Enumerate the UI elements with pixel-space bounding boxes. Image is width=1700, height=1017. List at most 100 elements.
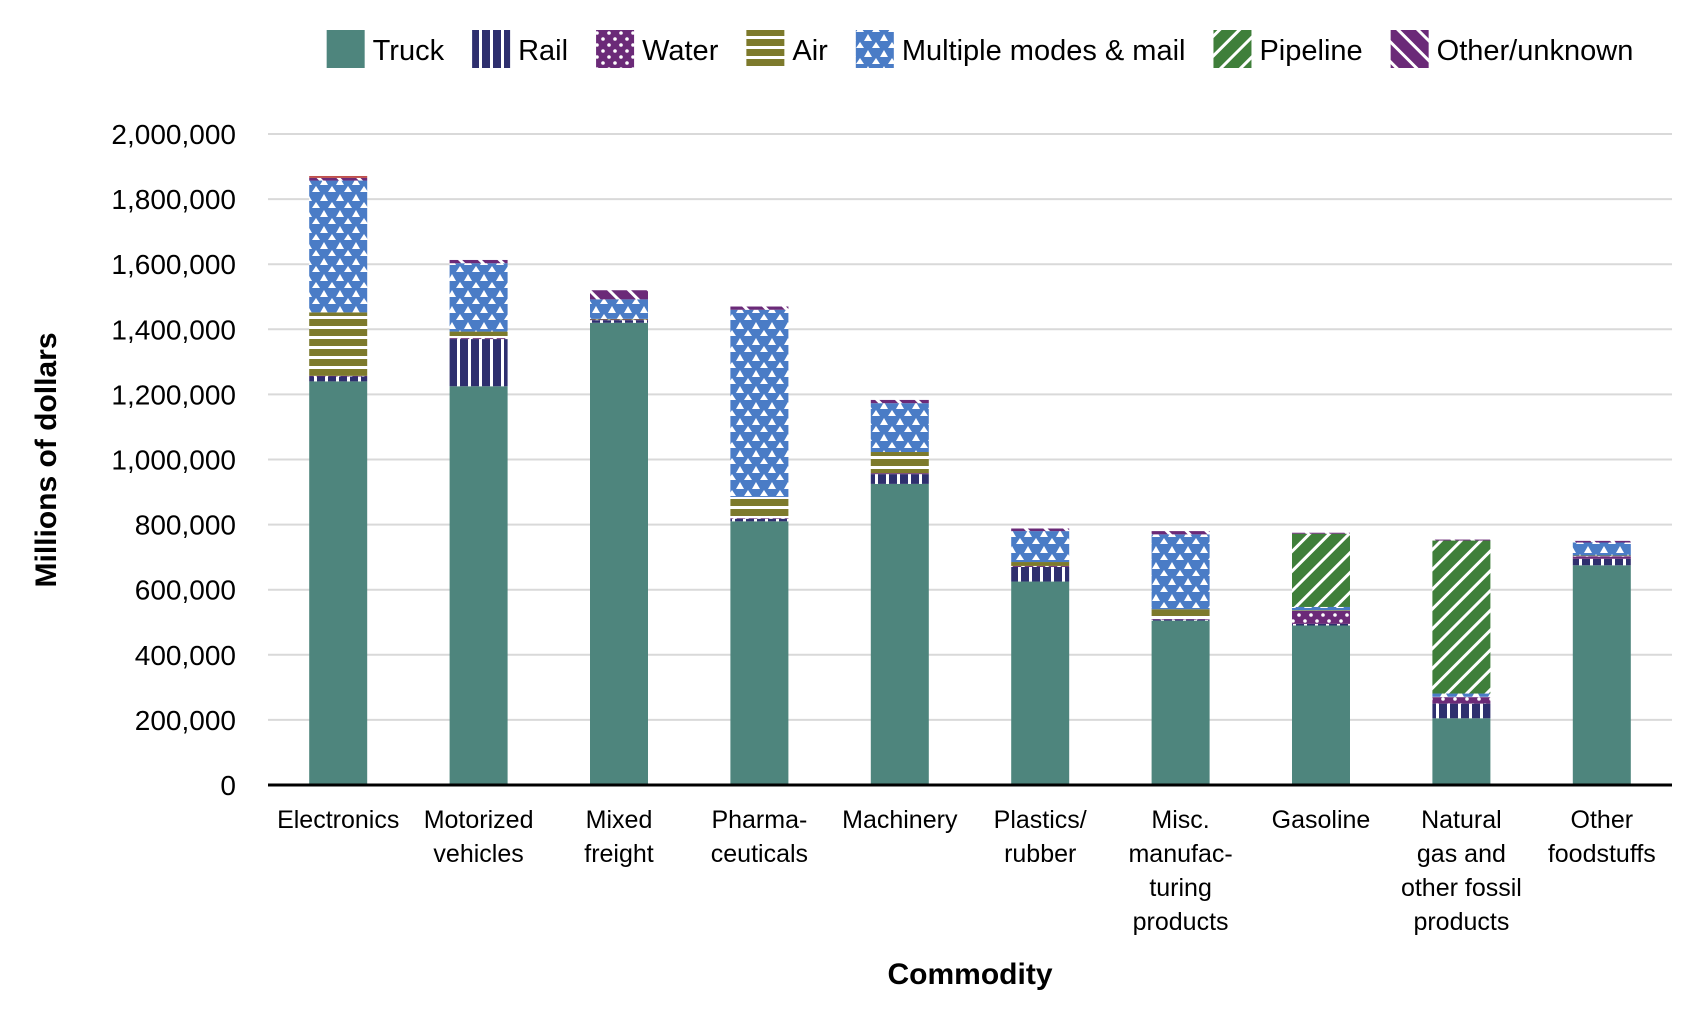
bar-segment-water [1292, 611, 1350, 624]
bar-segment-air [309, 312, 367, 375]
bar-segment-water [450, 338, 508, 339]
bar-segment-multiple-modes-and-mail [1011, 531, 1069, 562]
legend-label: Water [642, 35, 719, 67]
legend-item-truck: Truck [327, 30, 445, 68]
bar-segment-other-unknown [1573, 541, 1631, 543]
bar-segment-water [1573, 556, 1631, 559]
y-tick-label: 2,000,000 [111, 119, 236, 150]
bar-segment-multiple-modes-and-mail [730, 310, 788, 497]
bar-segment-rail [1432, 704, 1490, 719]
bar-segment-rail [1292, 624, 1350, 626]
y-tick-label: 1,600,000 [111, 249, 236, 280]
bar-segment-water [1011, 566, 1069, 567]
legend-label: Air [792, 35, 828, 67]
bar-segment-water [871, 473, 929, 474]
bar-segment-truck [1573, 565, 1631, 785]
bar-segment-rail [450, 339, 508, 386]
bar-segment-air [730, 497, 788, 518]
legend-swatch-rail [472, 30, 510, 68]
legend-label: Other/unknown [1437, 35, 1634, 67]
legend-label: Multiple modes & mail [902, 35, 1186, 67]
bar-segment-air [590, 319, 648, 320]
legend-label: Truck [373, 35, 445, 67]
bar-segment-truck [1292, 626, 1350, 785]
bar-segment-other-unknown [1432, 540, 1490, 541]
y-tick-label: 1,200,000 [111, 379, 236, 410]
legend-item-rail: Rail [472, 30, 568, 68]
bar-segment-rail [871, 474, 929, 484]
x-axis-title: Commodity [888, 958, 1053, 991]
bar-segment-other-unknown [1152, 531, 1210, 534]
bar-segment-water [730, 518, 788, 519]
x-category-label: Pharma-ceuticals [711, 806, 808, 868]
legend-swatch-truck [327, 30, 365, 68]
bar-segment-water [1432, 697, 1490, 704]
bar-segment-other-unknown [450, 260, 508, 263]
bar-segment-truck [730, 521, 788, 785]
bar-segment-rail [730, 519, 788, 522]
bars [309, 176, 1631, 785]
x-category-label: Machinery [842, 806, 958, 834]
bar-segment-other-unknown [309, 178, 367, 181]
legend-item-pipeline: Pipeline [1213, 30, 1362, 68]
bar-segment-water [1152, 619, 1210, 620]
bar-segment-air [1292, 610, 1350, 611]
x-category-label: Gasoline [1272, 806, 1371, 834]
bar-segment-air [1573, 556, 1631, 557]
bar-segment-top-cap [309, 176, 367, 178]
legend: Truck Rail Water Air Multiple modes & mail Pi… [327, 30, 1634, 68]
y-tick-label: 800,000 [135, 510, 236, 541]
bar-segment-truck [1432, 718, 1490, 785]
legend-swatch-water [596, 30, 634, 68]
y-axis-ticks: 0200,000400,000600,000800,0001,000,0001,… [111, 119, 236, 801]
bar-segment-multiple-modes-and-mail [450, 263, 508, 331]
legend-swatch-other-unknown [1391, 30, 1429, 68]
y-tick-label: 1,400,000 [111, 314, 236, 345]
bar-segment-multiple-modes-and-mail [1573, 543, 1631, 556]
bar-segment-truck [590, 323, 648, 785]
legend-item-water: Water [596, 30, 719, 68]
bar-segment-other-unknown [590, 290, 648, 299]
y-tick-label: 400,000 [135, 640, 236, 671]
bar-segment-multiple-modes-and-mail [590, 299, 648, 319]
legend-swatch-multiple-modes-and-mail [856, 30, 894, 68]
x-category-label: Electronics [277, 806, 399, 834]
bar-segment-truck [871, 484, 929, 785]
bar-segment-multiple-modes-and-mail [309, 181, 367, 313]
bar-segment-air [450, 332, 508, 339]
legend-label: Pipeline [1259, 35, 1362, 67]
bar-segment-truck [1011, 582, 1069, 785]
bar-segment-rail [1152, 620, 1210, 621]
bar-segment-air [1152, 609, 1210, 619]
bar-segment-multiple-modes-and-mail [1432, 694, 1490, 697]
y-tick-label: 1,000,000 [111, 445, 236, 476]
legend-swatch-air [746, 30, 784, 68]
bar-segment-other-unknown [1292, 533, 1350, 534]
bar-segment-air [1011, 562, 1069, 566]
y-tick-label: 1,800,000 [111, 184, 236, 215]
bar-segment-multiple-modes-and-mail [1152, 534, 1210, 609]
y-tick-label: 0 [220, 770, 236, 801]
legend-label: Rail [518, 35, 568, 67]
bar-segment-other-unknown [1011, 529, 1069, 532]
legend-swatch-pipeline [1213, 30, 1251, 68]
legend-item-other-unknown: Other/unknown [1391, 30, 1634, 68]
bar-segment-truck [309, 381, 367, 785]
y-axis-title: Millions of dollars [30, 332, 63, 587]
bar-segment-pipeline [1292, 534, 1350, 607]
bar-segment-rail [1573, 559, 1631, 566]
bar-segment-rail [590, 320, 648, 323]
bar-segment-multiple-modes-and-mail [871, 403, 929, 452]
bar-segment-truck [1152, 621, 1210, 785]
bar-segment-truck [450, 386, 508, 785]
bar-segment-rail [309, 376, 367, 381]
y-tick-label: 200,000 [135, 705, 236, 736]
bar-segment-other-unknown [730, 307, 788, 310]
